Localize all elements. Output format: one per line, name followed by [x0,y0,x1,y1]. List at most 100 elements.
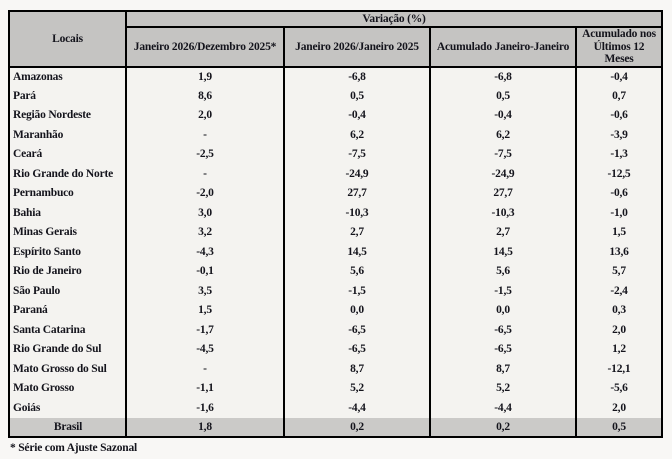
row-value: -24,9 [429,164,576,184]
row-value: 3,0 [125,203,284,223]
column-header-jan-dez: Janeiro 2026/Dezembro 2025* [125,27,284,68]
row-value: 5,2 [283,378,430,399]
row-value: -4,4 [429,398,576,418]
row-value: 8,6 [125,86,284,106]
row-value: -0,6 [574,183,663,204]
total-row-label: Brasil [9,417,127,438]
row-local-label: Maranhão [9,125,127,145]
row-value: -4,5 [125,339,284,360]
row-value: 2,7 [429,222,576,243]
table-row: Rio Grande do Sul -4,5 -6,5 -6,5 1,2 [9,339,663,360]
row-value: 0,5 [429,86,576,106]
row-value: -6,8 [429,66,576,87]
column-header-jan-jan: Janeiro 2026/Janeiro 2025 [283,27,430,68]
row-local-label: Goiás [9,398,127,418]
table-row: Amazonas 1,9 -6,8 -6,8 -0,4 [9,66,663,87]
row-value: -0,1 [125,261,284,282]
row-value: -3,9 [574,125,663,145]
row-value: 6,2 [429,125,576,145]
table-row: Mato Grosso -1,1 5,2 5,2 -5,6 [9,378,663,399]
total-value-2: 0,2 [429,417,576,438]
total-row-brasil: Brasil 1,8 0,2 0,2 0,5 [9,417,663,438]
table-row: Ceará -2,5 -7,5 -7,5 -1,3 [9,144,663,165]
row-value: 1,9 [125,66,284,87]
row-local-label: Paraná [9,300,127,321]
variation-table-container: Locais Variação (%) Janeiro 2026/Dezembr… [8,10,664,439]
row-value: -1,7 [125,320,284,340]
row-value: -4,3 [125,242,284,262]
table-row: Maranhão - 6,2 6,2 -3,9 [9,125,663,145]
column-header-row: Janeiro 2026/Dezembro 2025* Janeiro 2026… [9,27,663,68]
row-value: 5,2 [429,378,576,399]
row-value: 5,6 [429,261,576,282]
row-local-label: Região Nordeste [9,105,127,126]
column-header-acumulado-jan: Acumulado Janeiro-Janeiro [429,27,576,68]
row-value: - [125,164,284,184]
table-row: Goiás -1,6 -4,4 -4,4 2,0 [9,398,663,418]
row-value: 8,7 [429,359,576,379]
row-value: 27,7 [283,183,430,204]
row-local-label: Ceará [9,144,127,165]
row-value: -6,5 [429,320,576,340]
row-local-label: Pará [9,86,127,106]
row-value: 0,7 [574,86,663,106]
row-value: 2,0 [574,320,663,340]
table-row: Espírito Santo -4,3 14,5 14,5 13,6 [9,242,663,262]
table-row: Bahia 3,0 -10,3 -10,3 -1,0 [9,203,663,223]
row-local-label: Rio de Janeiro [9,261,127,282]
table-row: Santa Catarina -1,7 -6,5 -6,5 2,0 [9,320,663,340]
row-local-label: Bahia [9,203,127,223]
total-value-3: 0,5 [574,417,663,438]
row-value: 14,5 [283,242,430,262]
row-value: -4,4 [283,398,430,418]
row-value: -24,9 [283,164,430,184]
table-title: Variação (%) [126,11,663,28]
row-value: -10,3 [429,203,576,223]
row-value: -0,4 [283,105,430,126]
row-value: -1,5 [429,281,576,301]
row-value: 1,5 [574,222,663,243]
row-value: -1,0 [574,203,663,223]
row-value: -7,5 [429,144,576,165]
row-local-label: Espírito Santo [9,242,127,262]
row-value: 1,5 [125,300,284,321]
table-row: Mato Grosso do Sul - 8,7 8,7 -12,1 [9,359,663,379]
table-row: Rio de Janeiro -0,1 5,6 5,6 5,7 [9,261,663,282]
table-row: Pará 8,6 0,5 0,5 0,7 [9,86,663,106]
row-value: -7,5 [283,144,430,165]
table-row: Minas Gerais 3,2 2,7 2,7 1,5 [9,222,663,243]
row-local-label: Rio Grande do Sul [9,339,127,360]
row-value: 27,7 [429,183,576,204]
row-value: 0,0 [283,300,430,321]
table-row: Paraná 1,5 0,0 0,0 0,3 [9,300,663,321]
row-local-label: Amazonas [9,66,127,87]
table-row: Região Nordeste 2,0 -0,4 -0,4 -0,6 [9,105,663,126]
row-local-label: Pernambuco [9,183,127,204]
total-value-0: 1,8 [125,417,284,438]
row-value: - [125,125,284,145]
row-local-label: Mato Grosso do Sul [9,359,127,379]
row-value: -5,6 [574,378,663,399]
row-value: -0,6 [574,105,663,126]
total-value-1: 0,2 [283,417,430,438]
row-value: -12,5 [574,164,663,184]
row-value: 13,6 [574,242,663,262]
row-local-label: Rio Grande do Norte [9,164,127,184]
row-local-label: Santa Catarina [9,320,127,340]
row-value: - [125,359,284,379]
table-title-row: Locais Variação (%) [9,11,663,68]
row-value: -1,3 [574,144,663,165]
row-value: 2,7 [283,222,430,243]
table-row: Pernambuco -2,0 27,7 27,7 -0,6 [9,183,663,204]
row-value: 2,0 [574,398,663,418]
table-row: Rio Grande do Norte - -24,9 -24,9 -12,5 [9,164,663,184]
footnote: * Série com Ajuste Sazonal [10,442,138,454]
row-value: -10,3 [283,203,430,223]
row-value: -6,5 [283,320,430,340]
row-value: -1,6 [125,398,284,418]
row-value: -2,5 [125,144,284,165]
row-value: -1,1 [125,378,284,399]
row-value: 5,6 [283,261,430,282]
row-value: 5,7 [574,261,663,282]
row-local-label: Minas Gerais [9,222,127,243]
